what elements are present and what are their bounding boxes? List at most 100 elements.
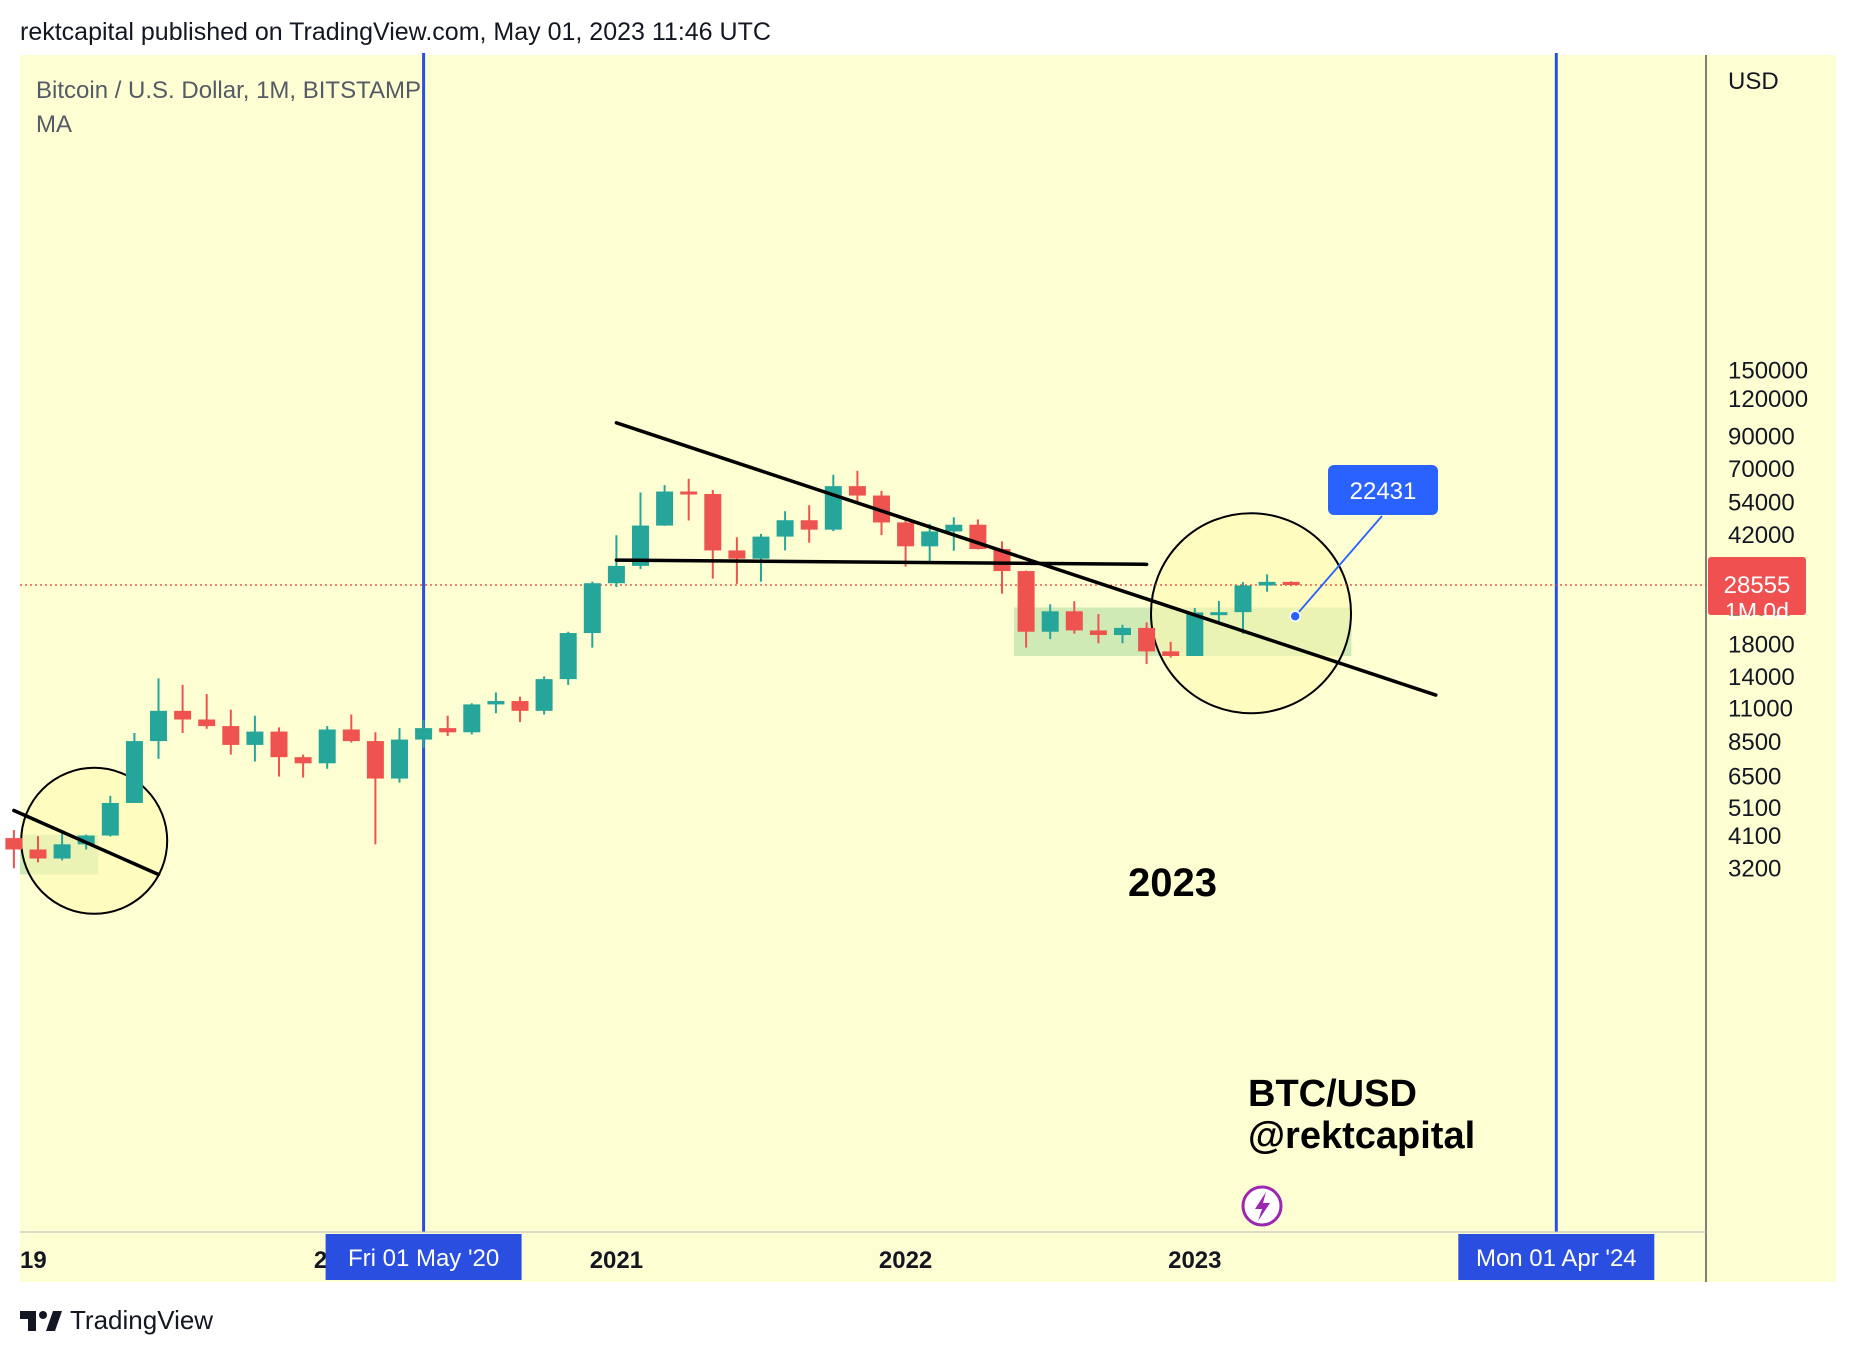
highlight-date-box-1 [1458, 1234, 1655, 1280]
lightning-icon [1241, 1185, 1283, 1227]
candle-body [656, 491, 674, 526]
candle-body [535, 679, 553, 711]
candle-2020-01 [318, 726, 336, 769]
price-tick-70000: 70000 [1728, 456, 1795, 483]
price-tick-4100: 4100 [1728, 823, 1781, 850]
candle-2021-03 [656, 485, 674, 526]
candle-2020-09 [511, 696, 529, 723]
candle-body [993, 549, 1011, 572]
price-tick-120000: 120000 [1728, 386, 1808, 413]
highlight-date-box-0 [325, 1234, 522, 1280]
candle-body [5, 838, 23, 850]
candle-body [1282, 581, 1300, 585]
candle-body [1017, 571, 1035, 632]
candle-body [1138, 627, 1156, 652]
price-tick-5100: 5100 [1728, 795, 1781, 822]
candle-2021-08 [776, 511, 794, 551]
candle-body [728, 550, 746, 559]
horizontal-support-line [614, 558, 1149, 567]
candle-body [198, 719, 216, 727]
candle-body [607, 565, 625, 584]
candle-2019-07 [174, 684, 192, 733]
price-tick-8500: 8500 [1728, 729, 1781, 756]
candle-2022-09 [1089, 614, 1107, 644]
candle-body [559, 633, 577, 680]
chart-texts: Bitcoin / U.S. Dollar, 1M, BITSTAMP MA 202… [36, 77, 1475, 1227]
highlight-date-label-0: Fri 01 May '20 [348, 1245, 499, 1272]
candle-body [848, 486, 866, 496]
candle-2019-05 [125, 732, 143, 803]
candles-layer [5, 470, 1300, 869]
candle-2023-04 [1258, 574, 1276, 592]
callout-value: 22431 [1350, 478, 1417, 505]
candle-body [366, 741, 384, 779]
candle-2018-12 [5, 830, 23, 869]
candle-body [921, 531, 939, 547]
candle-2022-10 [1114, 624, 1131, 644]
time-tick-19: 19 [20, 1247, 47, 1274]
candle-body [463, 704, 481, 733]
candle-body [1041, 611, 1059, 632]
highlight-date-label-1: Mon 01 Apr '24 [1476, 1245, 1637, 1272]
candle-2020-12 [583, 581, 601, 648]
candle-body [270, 731, 288, 758]
candle-2022-06 [1017, 570, 1035, 648]
candle-2021-09 [800, 505, 818, 543]
price-tick-11000: 11000 [1728, 695, 1793, 722]
candle-2020-07 [463, 703, 481, 735]
candle-body [776, 520, 794, 537]
published-info: rektcapital published on TradingView.com… [20, 18, 771, 46]
candle-body [53, 844, 71, 859]
candle-body [800, 520, 818, 530]
candle-body [150, 710, 167, 742]
candle-body [583, 583, 601, 634]
candle-body [752, 536, 770, 559]
candle-body [246, 731, 264, 745]
candle-2019-10 [246, 715, 264, 762]
price-tick-14000: 14000 [1728, 664, 1795, 691]
price-tick-6500: 6500 [1728, 764, 1781, 791]
candle-body [391, 739, 408, 779]
candle-body [342, 729, 360, 742]
time-tick-2023: 2023 [1168, 1247, 1221, 1274]
chart-title: Bitcoin / U.S. Dollar, 1M, BITSTAMP [36, 77, 421, 104]
watermark-line-0: BTC/USD [1248, 1073, 1417, 1115]
candle-2022-07 [1041, 604, 1059, 640]
candle-2022-02 [921, 523, 939, 562]
candle-2023-05 [1282, 581, 1300, 587]
candle-2020-08 [487, 692, 505, 714]
callout-box [1328, 465, 1438, 515]
time-tick-2021: 2021 [590, 1247, 643, 1274]
candle-2020-06 [439, 715, 457, 736]
price-axis-background [1706, 55, 1836, 1282]
indicator-label: MA [36, 111, 72, 138]
candle-body [1210, 612, 1228, 616]
candle-body [125, 741, 143, 803]
price-tick-18000: 18000 [1728, 632, 1795, 659]
price-tick-42000: 42000 [1728, 522, 1795, 549]
candle-body [439, 728, 457, 733]
current-price-countdown: 1M 0d [1725, 598, 1789, 624]
price-tick-3200: 3200 [1728, 855, 1781, 882]
candle-2019-04 [101, 795, 119, 837]
candle-2019-02 [53, 833, 71, 861]
candle-2021-07 [752, 533, 770, 582]
candle-body [945, 524, 963, 532]
candle-body [632, 525, 649, 566]
price-axis: USD1500001200009000070000540004200032000… [1705, 55, 1808, 1282]
candle-2019-11 [270, 727, 288, 777]
annotation-year: 2023 [1128, 861, 1217, 905]
candle-body [1186, 612, 1204, 656]
tradingview-brand: TradingView [70, 1305, 214, 1335]
candle-2019-01 [29, 836, 47, 863]
callout-layer: 22431 [1289, 465, 1438, 622]
candle-body [222, 726, 240, 745]
candle-2020-03 [366, 732, 384, 845]
candle-body [415, 728, 433, 740]
candle-2022-08 [1065, 601, 1083, 634]
candle-2021-04 [680, 478, 698, 521]
candle-body [680, 491, 698, 495]
candle-2021-11 [848, 470, 866, 505]
tradingview-footer[interactable]: TradingView [20, 1305, 213, 1336]
